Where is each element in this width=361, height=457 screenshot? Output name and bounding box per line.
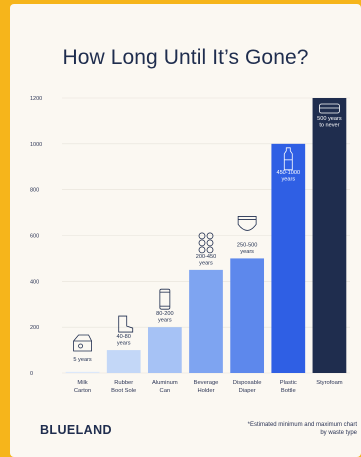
x-tick-label: Rubber xyxy=(114,380,133,386)
y-tick-label: 200 xyxy=(30,325,39,331)
y-tick-label: 1200 xyxy=(30,96,42,102)
bar xyxy=(65,371,100,373)
data-label: to never xyxy=(319,123,339,129)
foam-container-icon xyxy=(319,103,340,114)
y-tick-label: 1000 xyxy=(30,142,42,148)
footnote: *Estimated minimum and maximum chart by … xyxy=(247,422,357,436)
bottle-icon xyxy=(283,147,293,171)
can-icon xyxy=(159,288,171,310)
bar xyxy=(106,350,141,373)
bar xyxy=(271,143,306,373)
data-label: years xyxy=(158,318,172,324)
bar xyxy=(312,98,347,373)
boot-icon xyxy=(118,315,134,333)
x-tick-label: Milk xyxy=(77,380,87,386)
x-tick-label: Disposable xyxy=(233,380,262,386)
data-label: 5 years xyxy=(73,357,92,363)
x-tick-label: Can xyxy=(160,388,171,394)
x-tick-label: Carton xyxy=(74,388,91,394)
y-tick-label: 400 xyxy=(30,279,39,285)
six-pack-ring-icon xyxy=(198,232,214,254)
y-tick-label: 600 xyxy=(30,234,39,240)
x-tick-label: Bottle xyxy=(281,388,296,394)
data-label: years xyxy=(240,249,254,255)
data-label: 250-500 xyxy=(237,242,258,248)
data-label: 200-450 xyxy=(196,254,217,260)
data-label: 40-80 xyxy=(117,334,131,340)
data-label: 80-200 xyxy=(156,311,173,317)
bar xyxy=(147,327,182,373)
data-label: 500 years xyxy=(317,116,342,122)
bar-chart: 0 200 400 600 800 1000 1200 Milk Carton 5 years Ru… xyxy=(30,96,350,394)
x-tick-label: Boot Sole xyxy=(111,388,136,394)
data-label: years xyxy=(281,176,295,182)
data-label: years xyxy=(199,260,213,266)
data-label: years xyxy=(117,341,131,347)
diaper-icon xyxy=(237,216,257,231)
bar xyxy=(230,258,265,373)
data-label: 450-1000 xyxy=(276,170,300,176)
x-tick-label: Plastic xyxy=(280,380,297,386)
x-tick-label: Beverage xyxy=(194,380,219,386)
chart-title: How Long Until It’s Gone? xyxy=(62,46,309,69)
x-tick-label: Styrofoam xyxy=(316,380,343,386)
bar xyxy=(189,269,223,373)
x-tick-label: Holder xyxy=(197,388,214,394)
x-tick-label: Diaper xyxy=(239,388,256,394)
infographic-card: How Long Until It’s Gone? 0 200 400 600 800 1… xyxy=(10,4,361,457)
brand-logo: BLUELAND xyxy=(40,423,112,437)
x-tick-label: Aluminum xyxy=(152,380,178,386)
milk-carton-icon xyxy=(73,334,92,352)
y-tick-label: 800 xyxy=(30,188,39,194)
y-tick-label: 0 xyxy=(30,371,33,377)
